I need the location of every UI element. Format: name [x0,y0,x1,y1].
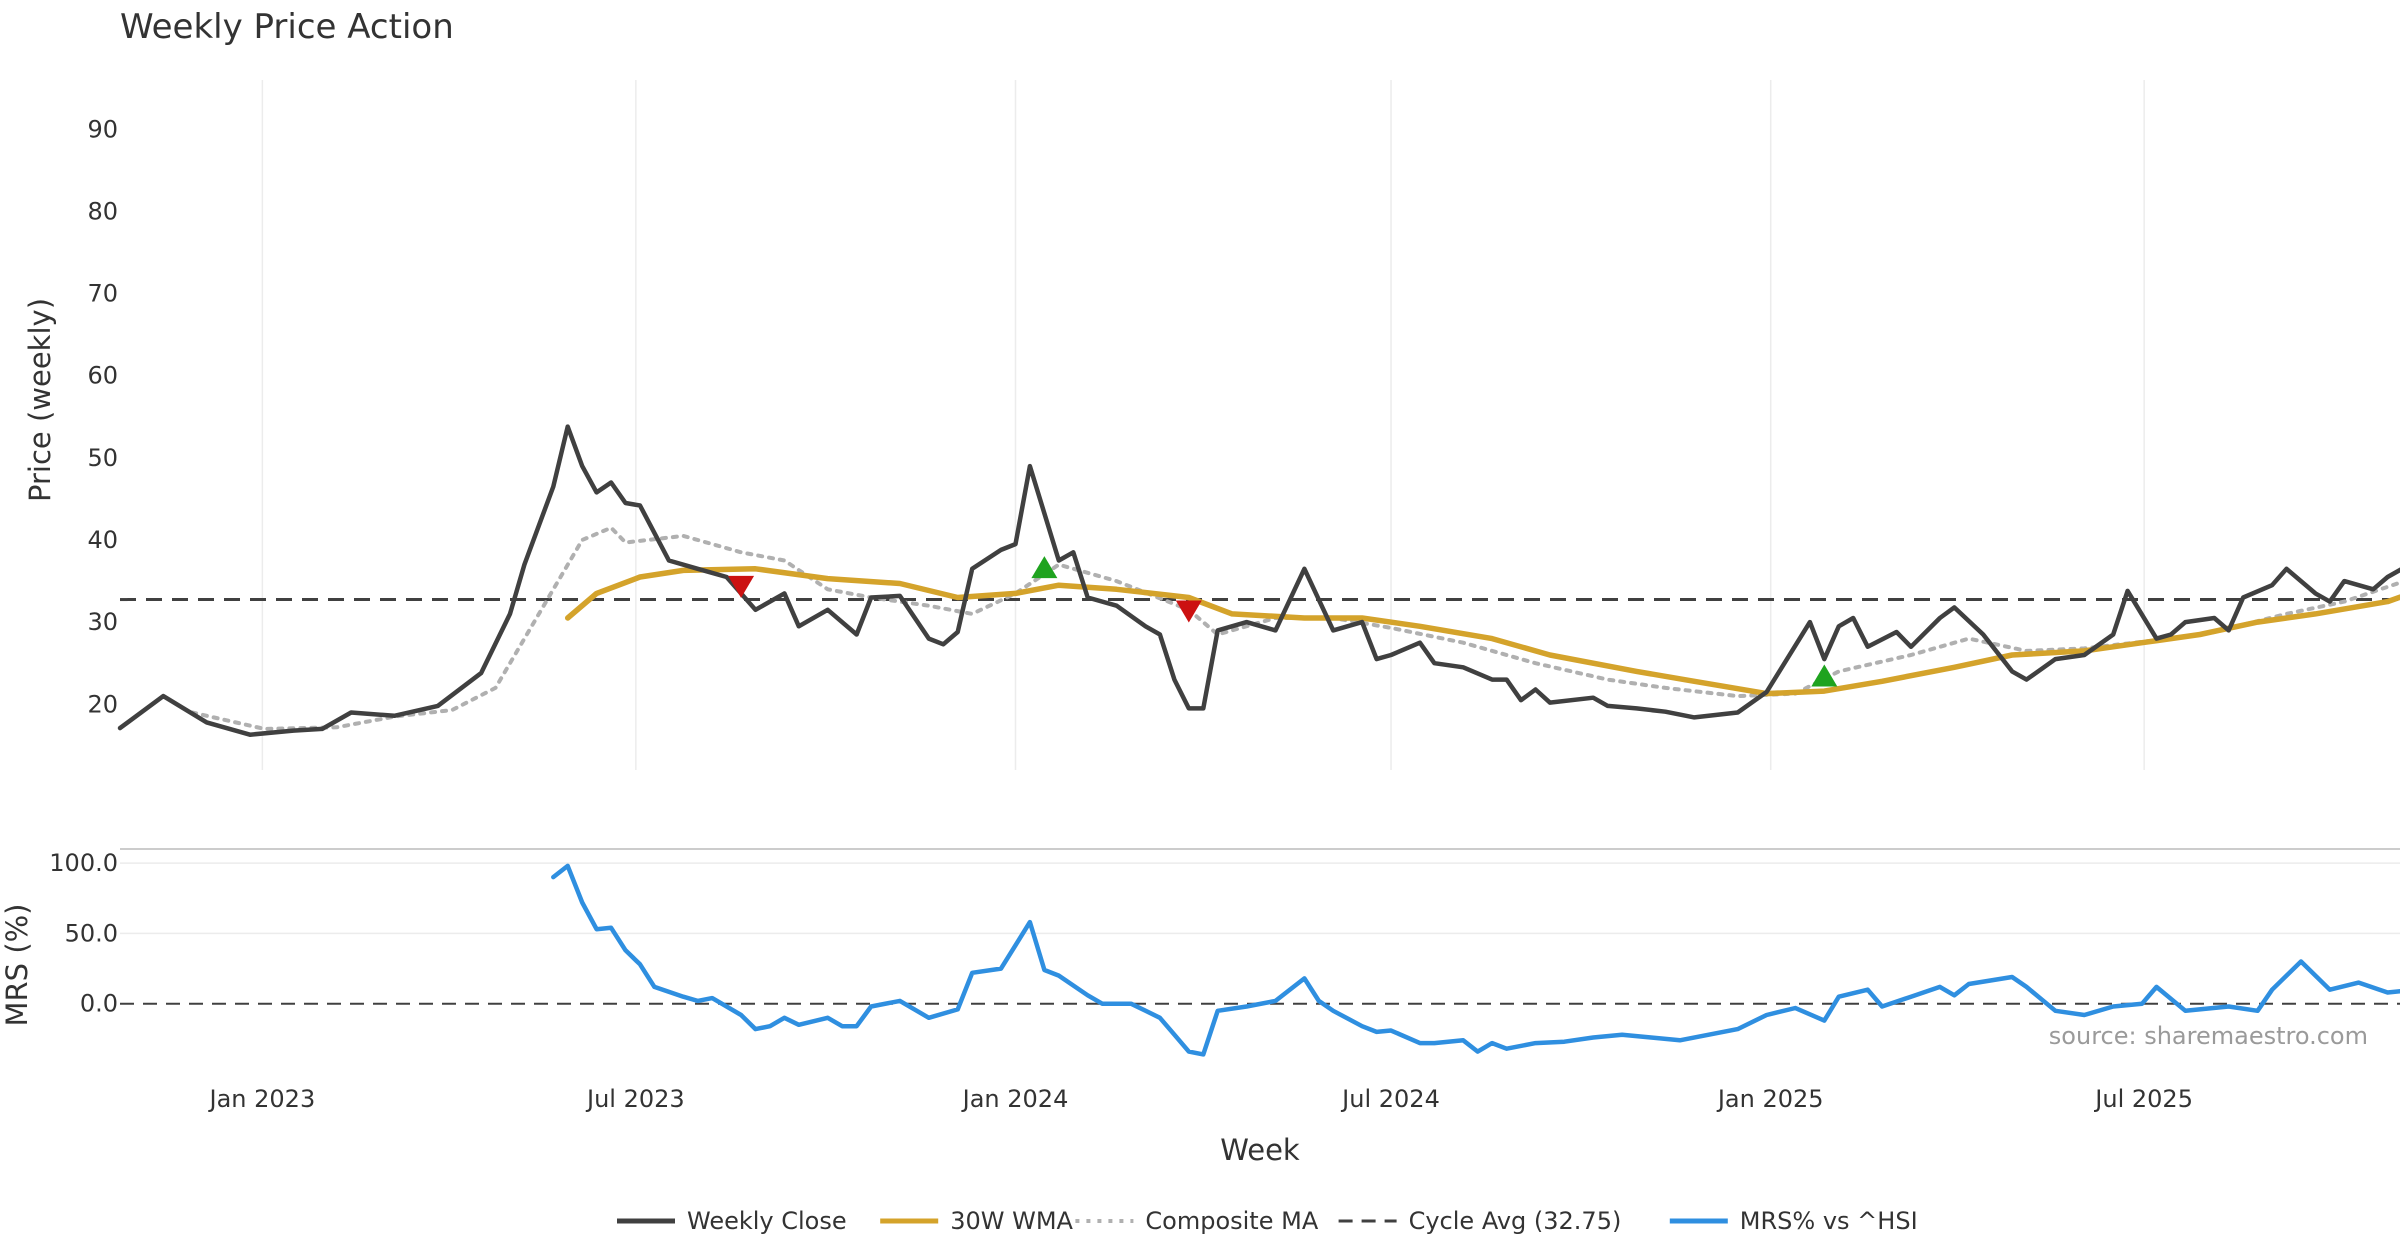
x-tick-jan-2024: Jan 2024 [961,1085,1069,1113]
price-y-tick-labels: 20 30 40 50 60 70 80 90 [87,115,118,718]
source-credit: source: sharemaestro.com [2049,1022,2368,1050]
legend-label-cycle-avg-32-75: Cycle Avg (32.75) [1409,1207,1622,1235]
x-axis-label: Week [1220,1133,1300,1167]
legend-label-30w-wma: 30W WMA [950,1207,1073,1235]
series-composite-ma [190,525,2400,731]
x-tick-jan-2025: Jan 2025 [1716,1085,1824,1113]
x-tick-jan-2023: Jan 2023 [208,1085,316,1113]
legend-label-mrs-vs-hsi: MRS% vs ^HSI [1740,1207,1918,1235]
legend: Weekly Close 30W WMA Composite MA Cycle Avg… [617,1207,1918,1235]
legend-label-weekly-close: Weekly Close [687,1207,847,1235]
sell-signal-0 [728,575,755,598]
x-tick-labels: Jan 2023 Jul 2023 Jan 2024 Jul 2024 Jan 2025… [208,1085,2193,1113]
price-y-tick-80: 80 [87,197,118,225]
mrs-y-tick-100: 100.0 [49,849,118,877]
price-y-tick-70: 70 [87,280,118,308]
price-y-tick-20: 20 [87,690,118,718]
mrs-y-tick-0: 0.0 [80,990,118,1018]
mrs-y-tick-50: 50.0 [65,919,118,947]
series-weekly-close [117,424,2400,737]
price-series-group [117,424,2400,737]
chart-title: Weekly Price Action [120,7,454,47]
price-y-axis-label: Price (weekly) [23,298,57,502]
x-tick-jul-2024: Jul 2024 [1340,1085,1440,1113]
buy-signal-3 [1811,664,1838,687]
sell-signal-2 [1175,600,1202,623]
series-mrs-vs-hsi [551,863,2400,1057]
buy-signal-1 [1031,556,1058,579]
legend-label-composite-ma: Composite MA [1145,1207,1318,1235]
price-gridlines [120,80,2400,770]
mrs-gridlines [120,862,2400,1005]
mrs-y-tick-labels: 100.0 50.0 0.0 [49,849,118,1018]
price-y-tick-90: 90 [87,115,118,143]
series-30w-wma [564,566,2400,697]
price-y-tick-50: 50 [87,444,118,472]
x-tick-jul-2023: Jul 2023 [585,1085,685,1113]
x-tick-jul-2025: Jul 2025 [2093,1085,2193,1113]
signal-markers [728,556,1838,687]
mrs-series-group [551,863,2400,1057]
mrs-y-axis-label: MRS (%) [0,904,34,1027]
price-y-tick-40: 40 [87,526,118,554]
price-y-tick-30: 30 [87,608,118,636]
price-y-tick-60: 60 [87,362,118,390]
